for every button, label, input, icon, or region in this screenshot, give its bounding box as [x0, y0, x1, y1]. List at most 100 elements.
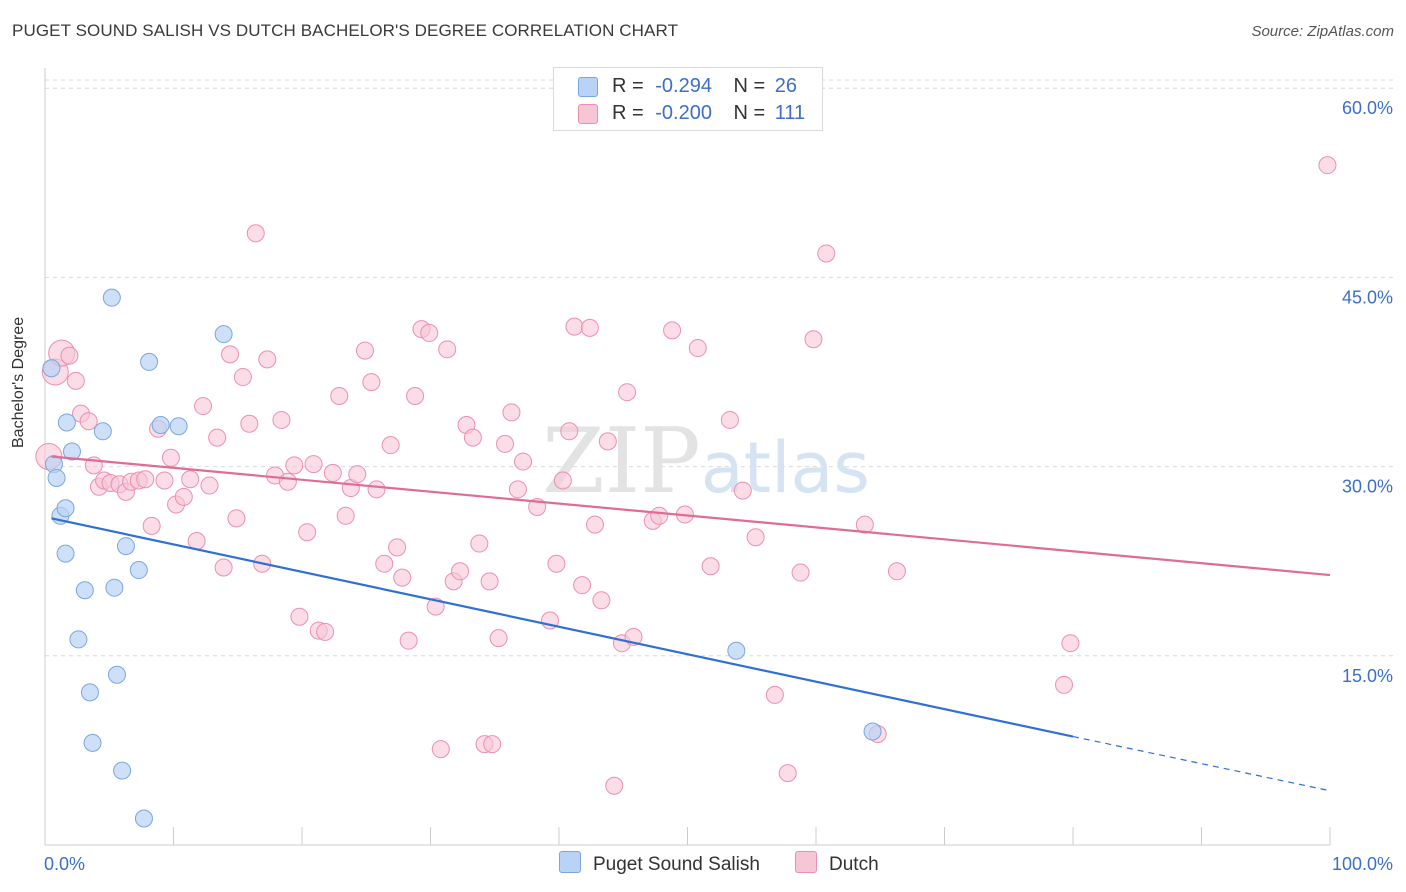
- dutch-legend-swatch: [795, 851, 817, 873]
- dutch-point: [258, 350, 277, 369]
- dutch-point: [565, 317, 584, 336]
- dutch-point: [573, 576, 592, 595]
- dutch-point: [227, 509, 246, 528]
- dutch-point: [174, 487, 193, 506]
- salish-trend-extension: [1072, 735, 1331, 792]
- source-label: Source: ZipAtlas.com: [1251, 23, 1394, 40]
- dutch-point: [420, 323, 439, 342]
- dutch-point: [480, 572, 499, 591]
- dutch-point: [161, 448, 180, 467]
- dutch-point: [233, 368, 252, 387]
- salish-point: [69, 630, 88, 649]
- salish-point: [56, 544, 75, 563]
- dutch-legend-label: Dutch: [829, 854, 879, 875]
- salish-swatch: [578, 77, 598, 97]
- dutch-point: [298, 523, 317, 542]
- bottom-legend-dutch: Dutch: [795, 851, 879, 876]
- dutch-point: [290, 607, 309, 626]
- dutch-point: [585, 515, 604, 534]
- dutch-point: [496, 434, 515, 453]
- salish-point: [105, 578, 124, 597]
- n-value: 26: [774, 75, 798, 97]
- dutch-point: [483, 735, 502, 754]
- watermark-atlas: atlas: [701, 427, 870, 509]
- n-value: 111: [774, 102, 806, 124]
- dutch-point: [362, 373, 381, 392]
- n-label: N =: [733, 75, 766, 97]
- salish-legend-label: Puget Sound Salish: [593, 854, 760, 875]
- salish-legend-swatch: [559, 851, 581, 873]
- salish-trend-line: [51, 517, 1074, 738]
- dutch-swatch: [578, 104, 598, 124]
- dutch-point: [746, 528, 765, 547]
- dutch-point: [367, 480, 386, 499]
- salish-point: [42, 359, 61, 378]
- dutch-point: [194, 397, 213, 416]
- salish-point: [727, 641, 746, 660]
- salish-point: [75, 581, 94, 600]
- dutch-point: [592, 591, 611, 610]
- dutch-point: [547, 554, 566, 573]
- dutch-point: [1318, 156, 1337, 175]
- dutch-point: [470, 534, 489, 553]
- dutch-point: [1055, 675, 1074, 694]
- dutch-point: [560, 422, 579, 441]
- dutch-point: [330, 386, 349, 405]
- salish-point: [129, 561, 148, 580]
- dutch-point: [381, 436, 400, 455]
- dutch-point: [804, 330, 823, 349]
- salish-point: [80, 683, 99, 702]
- salish-point: [102, 288, 121, 307]
- salish-point: [113, 761, 132, 780]
- dutch-point: [60, 346, 79, 365]
- dutch-point: [246, 224, 265, 243]
- salish-point: [93, 422, 112, 441]
- r-value: -0.200: [655, 102, 712, 124]
- dutch-point: [438, 340, 457, 359]
- salish-point: [83, 733, 102, 752]
- r-label: R =: [612, 102, 644, 124]
- salish-point: [863, 722, 882, 741]
- y-tick-label: 60.0%: [1342, 98, 1393, 118]
- dutch-point: [791, 563, 810, 582]
- dutch-point: [765, 685, 784, 704]
- dutch-point: [355, 341, 374, 360]
- dutch-point: [214, 558, 233, 577]
- dutch-point: [514, 452, 533, 471]
- y-tick-label: 30.0%: [1342, 477, 1393, 497]
- dutch-point: [316, 622, 335, 641]
- dutch-point: [208, 428, 227, 447]
- dutch-point: [79, 412, 98, 431]
- stats-legend: R = -0.294 N = 26 R = -0.200 N = 111: [553, 67, 823, 131]
- dutch-point: [855, 515, 874, 534]
- n-label: N =: [733, 102, 766, 124]
- tick-labels: 15.0% 30.0% 45.0% 60.0% 0.0% 100.0%: [44, 98, 1393, 874]
- dutch-point: [304, 455, 323, 474]
- dutch-point: [348, 465, 367, 484]
- salish-point: [56, 499, 75, 518]
- dutch-point: [285, 456, 304, 475]
- dutch-trend-line: [51, 455, 1331, 577]
- dutch-point: [272, 410, 291, 429]
- dutch-points: [35, 156, 1337, 795]
- dutch-point: [553, 471, 572, 490]
- bottom-legend-salish: Puget Sound Salish: [559, 851, 760, 876]
- dutch-point: [778, 764, 797, 783]
- salish-point: [134, 809, 153, 828]
- dutch-point: [580, 318, 599, 337]
- dutch-point: [155, 471, 174, 490]
- dutch-point: [336, 506, 355, 525]
- trend-lines: [51, 455, 1331, 792]
- x-tick-label-end: 100.0%: [1332, 854, 1393, 874]
- dutch-point: [375, 554, 394, 573]
- chart-title: PUGET SOUND SALISH VS DUTCH BACHELOR'S D…: [12, 21, 679, 40]
- dutch-point: [181, 470, 200, 489]
- dutch-point: [406, 386, 425, 405]
- dutch-point: [431, 740, 450, 759]
- y-tick-label: 45.0%: [1342, 287, 1393, 307]
- dutch-point: [399, 631, 418, 650]
- dutch-point: [240, 414, 259, 433]
- r-label: R =: [612, 75, 644, 97]
- r-value: -0.294: [655, 75, 712, 97]
- dutch-point: [489, 629, 508, 648]
